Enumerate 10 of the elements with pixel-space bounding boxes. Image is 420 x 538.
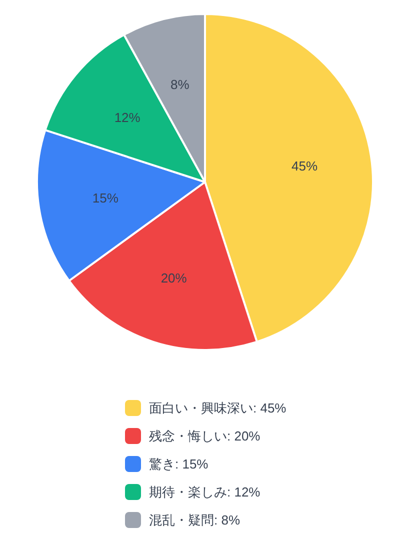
data-label: 12% [114, 110, 141, 126]
data-label: 20% [160, 270, 188, 286]
legend-label: 混乱・疑問: 8% [149, 512, 240, 528]
data-label: 15% [92, 190, 119, 206]
legend-label: 期待・楽しみ: 12% [149, 484, 261, 500]
legend-label: 面白い・興味深い: 45% [149, 400, 287, 416]
legend-label: 驚き: 15% [149, 456, 209, 472]
data-label: 8% [170, 76, 190, 92]
legend-label: 残念・悔しい: 20% [149, 428, 261, 444]
data-label: 45% [292, 158, 318, 174]
